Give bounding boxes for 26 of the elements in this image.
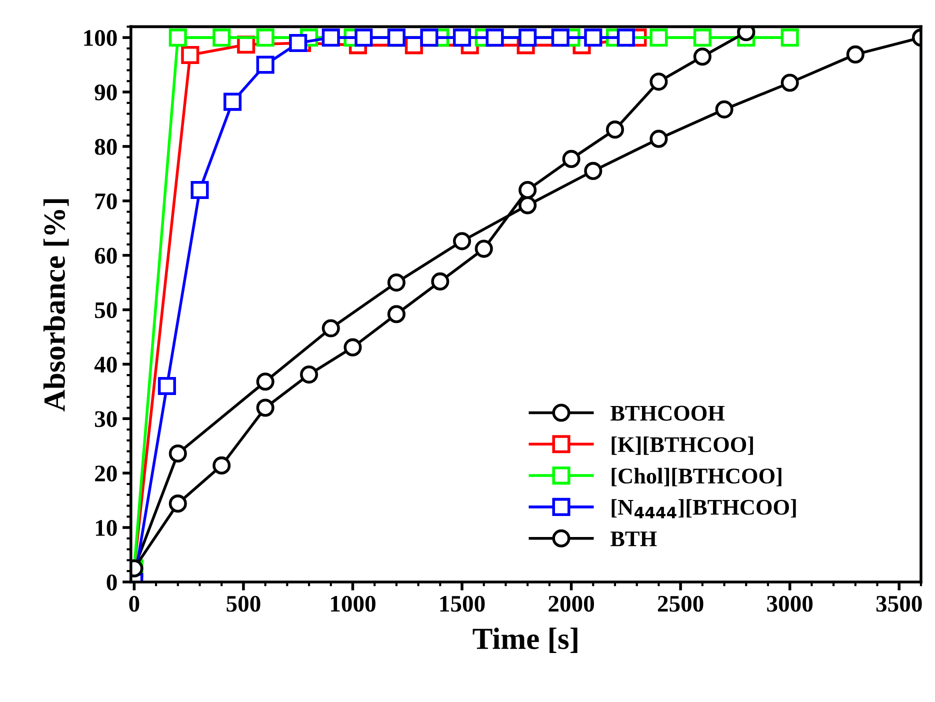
x-tick-label: 1500 — [440, 596, 485, 612]
legend-label: [N$_{4444}$][BTHCOO] — [612, 499, 796, 518]
legend-label: BTH — [610, 532, 657, 546]
legend-label: [K][BTHCOO] — [612, 436, 753, 455]
y-tick-label: 10 — [96, 520, 117, 536]
x-tick-label: 500 — [226, 596, 260, 612]
y-tick-label: 30 — [94, 411, 117, 428]
x-tick-label: 3500 — [876, 596, 922, 612]
x-tick-label: 0 — [129, 596, 140, 612]
y-tick-label: 70 — [95, 193, 117, 210]
y-tick-label: 0 — [106, 574, 117, 590]
legend-label: [Chol][BTHCOO] — [612, 468, 782, 486]
x-tick-label: 2000 — [548, 596, 594, 612]
x-axis-title: Time [s] — [472, 628, 578, 653]
y-axis-title: Absorbance [%] — [43, 199, 69, 412]
y-tick-label: 90 — [94, 84, 117, 100]
y-tick-label: 20 — [95, 466, 117, 482]
y-tick-label: 50 — [95, 302, 117, 318]
x-tick-label: 3000 — [767, 596, 813, 612]
y-tick-label: 80 — [94, 138, 117, 155]
y-tick-label: 100 — [84, 30, 117, 46]
y-tick-label: 60 — [94, 248, 117, 264]
x-tick-label: 2500 — [658, 596, 704, 612]
legend-label: BTHCOOH — [610, 406, 725, 421]
y-tick-label: 40 — [94, 356, 117, 373]
x-tick-label: 1000 — [331, 596, 376, 612]
